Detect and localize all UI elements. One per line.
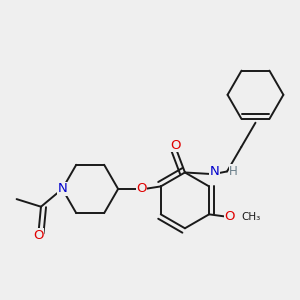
Text: H: H: [229, 165, 238, 178]
Text: O: O: [33, 229, 44, 242]
Text: CH₃: CH₃: [241, 212, 260, 222]
Text: N: N: [209, 165, 219, 178]
Text: O: O: [170, 139, 181, 152]
Text: N: N: [57, 182, 67, 196]
Text: O: O: [225, 210, 235, 224]
Text: O: O: [136, 182, 147, 196]
